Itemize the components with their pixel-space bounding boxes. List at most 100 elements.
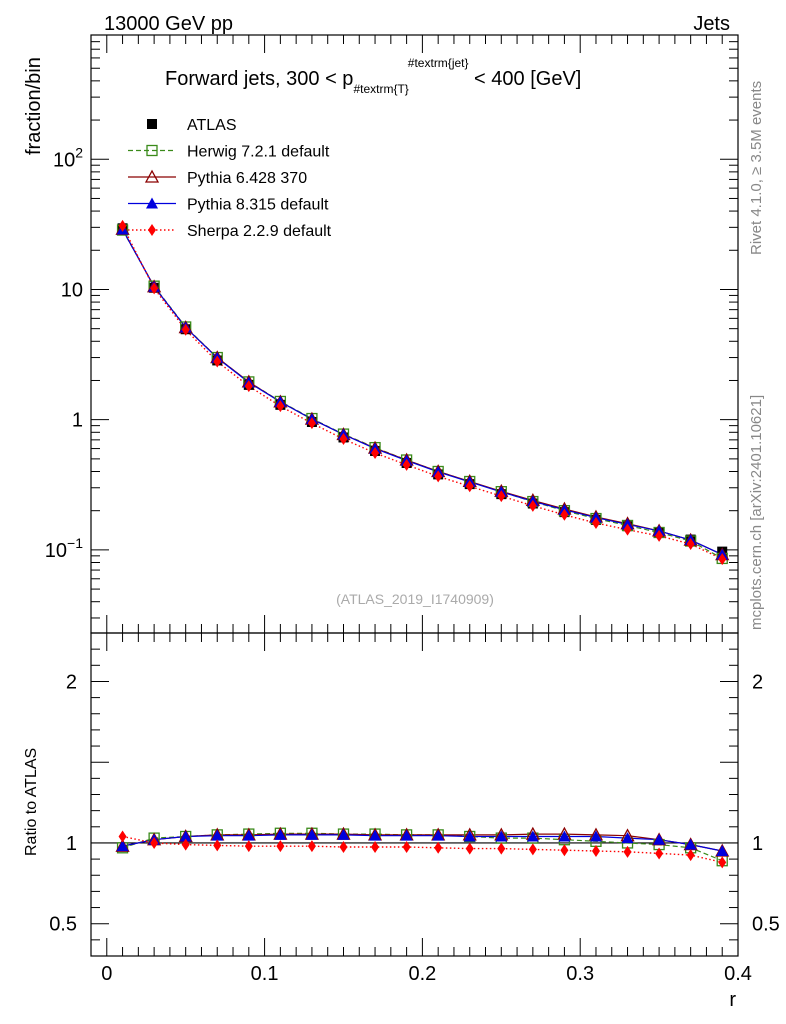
pythia8-point (558, 830, 571, 842)
sherpa-point (118, 219, 127, 232)
sherpa-point (276, 840, 285, 853)
sherpa-line-ratio (122, 835, 723, 863)
sherpa-point (497, 490, 506, 503)
sherpa-point (307, 417, 316, 430)
y-tick-label: 10−1 (45, 535, 83, 562)
atlas-point (147, 119, 157, 129)
sherpa-point (402, 458, 411, 471)
x-tick-label: 0.2 (408, 963, 436, 985)
sherpa-point (686, 537, 695, 550)
pythia8-point (589, 830, 602, 842)
sherpa-point (465, 842, 474, 855)
sherpa-point (339, 840, 348, 853)
sherpa-point (434, 470, 443, 483)
sherpa-point (718, 856, 727, 869)
pythia6-line-main (122, 229, 723, 556)
main-ylabel: fraction/bin (23, 57, 45, 155)
sherpa-point (181, 838, 190, 851)
pythia8-point (400, 829, 413, 841)
herwig-point (146, 144, 158, 157)
sherpa-point (528, 843, 537, 856)
sherpa-point (528, 499, 537, 512)
sherpa-point (213, 355, 222, 368)
pythia8-point (716, 845, 729, 857)
sherpa-point (591, 845, 600, 858)
sherpa-point (465, 480, 474, 493)
sherpa-point (434, 841, 443, 854)
watermark: (ATLAS_2019_I1740909) (336, 591, 494, 607)
legend-label-herwig: Herwig 7.2.1 default (187, 144, 330, 161)
x-tick-label: 0.3 (566, 963, 594, 985)
pythia8-point (621, 832, 634, 844)
herwig-line-main (122, 229, 723, 559)
y-tick-base: 10 (53, 149, 75, 171)
y-tick-exp: 2 (75, 144, 83, 160)
pythia8-point (146, 197, 158, 209)
legend-label-pythia8: Pythia 8.315 default (187, 197, 329, 214)
pythia8-point (463, 830, 476, 842)
ratio-frame (90, 632, 739, 957)
sherpa-point (591, 516, 600, 529)
sherpa-point (560, 508, 569, 521)
x-tick-label: 0 (101, 963, 112, 985)
sherpa-point (118, 830, 127, 843)
x-tick-label: 0.1 (251, 963, 279, 985)
y-tick-label: 102 (53, 144, 83, 171)
y-tick-label: 0.5 (49, 914, 77, 936)
pythia8-point (337, 828, 350, 840)
ratio-xlabel: r (729, 989, 736, 1011)
legend: ATLAS Herwig 7.2.1 default Pythia 6.428 37… (128, 117, 332, 240)
title-sub: #textrm{T} (353, 82, 408, 96)
x-tick-label: 0.4 (724, 963, 752, 985)
sherpa-point (371, 840, 380, 853)
y-tick-label-right: 1 (752, 833, 763, 855)
sherpa-point (150, 836, 159, 849)
main-data (115, 219, 730, 566)
sherpa-point (181, 323, 190, 336)
pythia8-point (274, 828, 287, 840)
sherpa-point (150, 282, 159, 295)
sherpa-point (244, 840, 253, 853)
y-tick-label: 10 (61, 279, 83, 301)
pythia8-point (305, 828, 318, 840)
pythia8-point (653, 833, 666, 845)
sherpa-point (560, 844, 569, 857)
pythia8-point (211, 829, 224, 841)
pythia8-point (495, 830, 508, 842)
pythia6-point (144, 169, 160, 183)
sherpa-point (276, 400, 285, 413)
sherpa-point (686, 849, 695, 862)
pythia8-point (432, 829, 445, 841)
ratio-ylabel: Ratio to ATLAS (23, 748, 40, 856)
legend-label-atlas: ATLAS (187, 117, 237, 134)
sherpa-point (148, 224, 156, 236)
header-left: 13000 GeV pp (104, 13, 233, 35)
sherpa-point (655, 529, 664, 542)
y-tick-exp: −1 (67, 535, 83, 551)
pythia8-point (684, 838, 697, 850)
sherpa-point (402, 840, 411, 853)
y-tick-label-right: 0.5 (752, 914, 780, 936)
rivet-label: Rivet 4.1.0, ≥ 3.5M events (748, 81, 765, 255)
pythia8-point (369, 829, 382, 841)
sherpa-point (213, 839, 222, 852)
mcplots-label: mcplots.cern.ch [arXiv:2401.10621] (748, 395, 765, 630)
sherpa-point (623, 845, 632, 858)
y-tick-label-right: 2 (752, 671, 763, 693)
ratio-axes: 0 0.1 0.2 0.3 0.4 2 2 1 1 0.5 0.5 (49, 633, 780, 985)
sherpa-point (244, 380, 253, 393)
ratio-data (115, 826, 730, 869)
sherpa-point (371, 446, 380, 459)
legend-label-sherpa: Sherpa 2.2.9 default (187, 223, 332, 240)
sherpa-point (623, 523, 632, 536)
y-tick-base: 10 (45, 540, 67, 562)
legend-label-pythia6: Pythia 6.428 370 (187, 170, 307, 187)
title-pre: Forward jets, 300 < p (165, 68, 353, 90)
main-title: Forward jets, 300 < p#textrm{T}#textrm{j… (165, 56, 581, 96)
sherpa-point (497, 842, 506, 855)
sherpa-point (718, 553, 727, 566)
pythia8-point (242, 829, 255, 841)
y-tick-label: 1 (72, 410, 83, 432)
